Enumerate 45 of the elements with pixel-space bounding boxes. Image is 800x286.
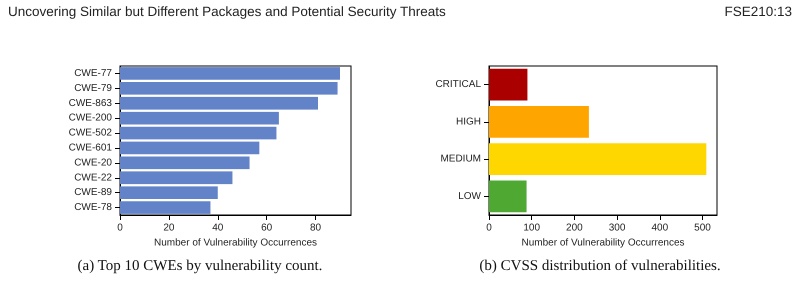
text: (a) Top 10 CWEs by vulnerability count. [76, 258, 324, 275]
x-tick-label: 40 [212, 222, 224, 234]
y-tick-label: CWE-22 [74, 172, 112, 184]
y-tick-label: CWE-200 [68, 112, 112, 124]
bar [120, 201, 210, 214]
bar [120, 96, 318, 110]
y-tick-label: CWE-77 [74, 68, 112, 79]
text: Uncovering Similar but Different Packages and Potential Security Threats [8, 4, 446, 19]
bar [120, 186, 218, 199]
bar [120, 112, 279, 124]
y-tick-label: CWE-20 [74, 157, 112, 168]
x-tick-label: 200 [566, 222, 584, 234]
bar [120, 82, 338, 95]
x-axis-title: Number of Vulnerability Occurrences [521, 237, 685, 248]
text: FSE210:13 [724, 4, 792, 19]
y-tick-label: CWE-89 [74, 187, 112, 198]
bar [120, 171, 232, 184]
y-tick-label: LOW [458, 190, 482, 202]
y-tick-label: CWE-79 [74, 82, 112, 94]
y-tick-label: CRITICAL [435, 79, 482, 90]
y-tick-label: HIGH [456, 116, 481, 128]
text: (b) CVSS distribution of vulnerabilities. [478, 258, 722, 275]
bar [120, 126, 276, 140]
y-tick-label: CWE-601 [68, 142, 112, 154]
x-tick-label: 500 [694, 222, 712, 234]
y-tick-label: CWE-863 [68, 98, 112, 109]
y-tick-label: MEDIUM [440, 154, 481, 165]
x-tick-label: 300 [608, 222, 626, 234]
bar [489, 180, 527, 212]
bar [489, 68, 528, 100]
x-tick-label: 400 [651, 222, 669, 234]
y-tick-label: CWE-78 [74, 202, 112, 214]
x-tick-label: 100 [523, 222, 540, 234]
bar [489, 143, 706, 175]
bar [120, 142, 260, 154]
x-tick-label: 20 [163, 222, 175, 234]
x-tick-label: 0 [486, 222, 492, 234]
bar [120, 156, 250, 170]
bar [120, 67, 340, 80]
bar [489, 106, 589, 138]
x-tick-label: 60 [261, 222, 273, 234]
y-tick-label: CWE-502 [68, 128, 112, 139]
x-axis-title: Number of Vulnerability Occurrences [154, 237, 318, 248]
x-tick-label: 0 [117, 222, 124, 234]
x-tick-label: 80 [310, 222, 322, 234]
